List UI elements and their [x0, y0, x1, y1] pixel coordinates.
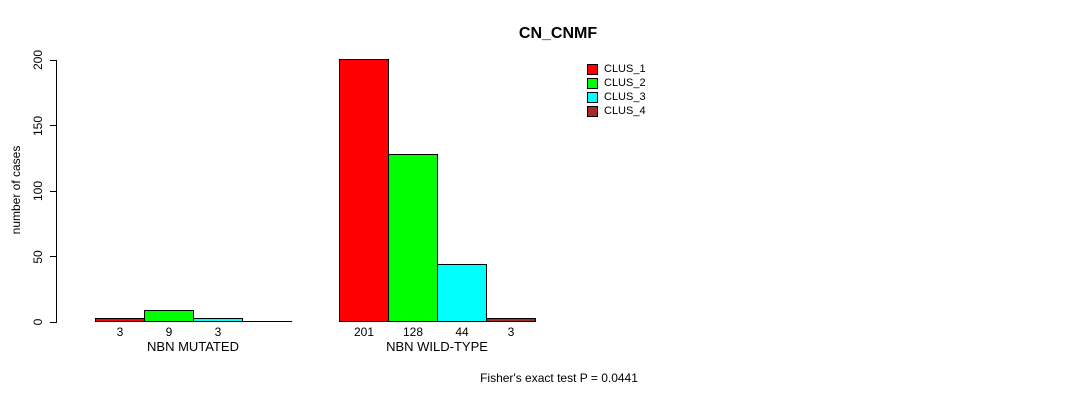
bar-value-label: 3 [214, 325, 222, 339]
bar-clus_1-group1 [95, 318, 145, 322]
y-axis-tick-label: 50 [31, 249, 45, 264]
legend-item-clus_4: CLUS_4 [587, 104, 646, 118]
legend: CLUS_1 CLUS_2 CLUS_3 CLUS_4 [587, 62, 646, 118]
bar-clus_3-group2 [437, 264, 487, 322]
y-axis-tick-label: 0 [31, 318, 45, 326]
legend-swatch-clus_2 [587, 77, 598, 89]
bar-clus_4-group2 [486, 318, 536, 322]
y-axis-tick-label: 200 [31, 49, 45, 71]
chart-title: CN_CNMF [518, 25, 598, 42]
legend-item-clus_1: CLUS_1 [587, 62, 646, 76]
legend-swatch-clus_3 [587, 91, 598, 103]
bar-value-label: 3 [116, 325, 124, 339]
y-axis-tick [50, 190, 56, 192]
bar-clus_2-group1 [144, 310, 194, 322]
group-label: NBN WILD-TYPE [386, 339, 488, 354]
bar-value-label: 9 [165, 325, 173, 339]
legend-swatch-clus_4 [587, 105, 598, 117]
legend-item-clus_2: CLUS_2 [587, 76, 646, 90]
y-axis-tick [50, 59, 56, 61]
legend-label: CLUS_2 [604, 77, 646, 89]
bar-clus_1-group2 [339, 59, 389, 322]
legend-label: CLUS_1 [604, 63, 646, 75]
bar-clus_4-group1-zero [242, 321, 292, 322]
legend-item-clus_3: CLUS_3 [587, 90, 646, 104]
bar-value-label: 201 [353, 325, 375, 339]
bar-value-label: 44 [455, 325, 469, 339]
y-axis-tick [50, 125, 56, 126]
y-axis-tick [50, 256, 56, 257]
y-axis-line [56, 60, 57, 323]
bar-value-label: 3 [507, 325, 515, 339]
group-label: NBN MUTATED [147, 339, 239, 354]
y-axis-tick-label: 100 [31, 180, 45, 202]
bar-clus_3-group1 [193, 318, 243, 322]
legend-label: CLUS_3 [604, 91, 646, 103]
legend-swatch-clus_1 [587, 63, 598, 75]
bar-clus_2-group2 [388, 154, 438, 322]
y-axis-label: number of cases [9, 145, 23, 235]
legend-label: CLUS_4 [604, 105, 646, 117]
annotation-text: Fisher's exact test P = 0.0441 [480, 371, 638, 385]
y-axis-tick-label: 150 [31, 115, 45, 136]
y-axis-tick [50, 321, 56, 323]
bar-value-label: 128 [402, 325, 424, 339]
